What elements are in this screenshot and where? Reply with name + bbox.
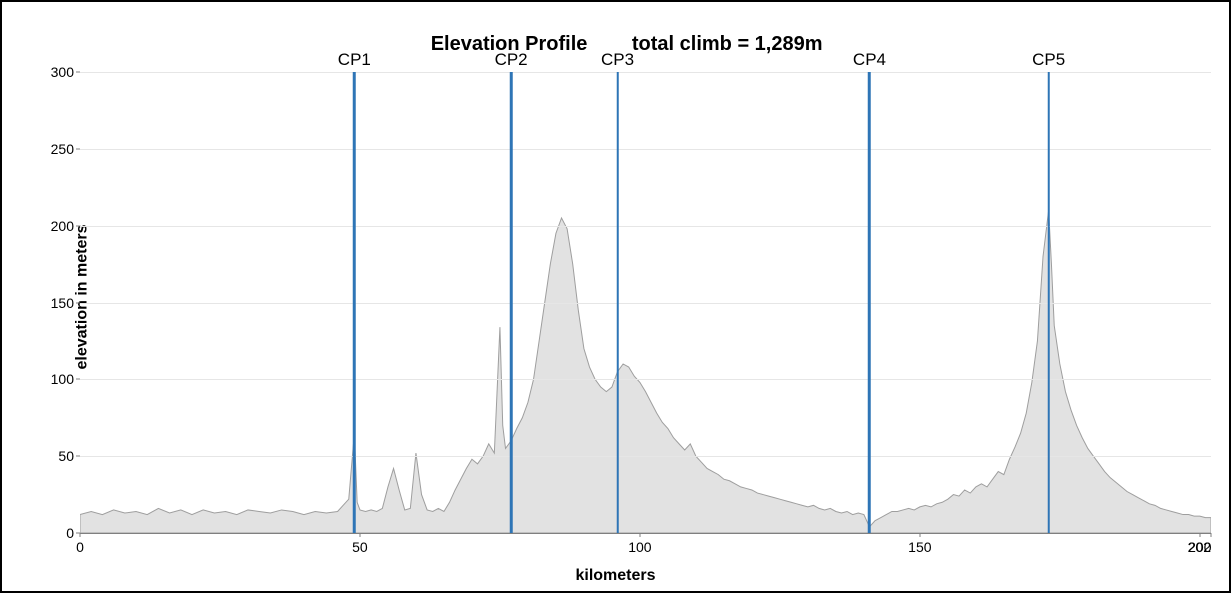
checkpoint-label: CP5 (1032, 50, 1065, 70)
x-axis-line (80, 533, 1211, 534)
x-tick-mark (359, 533, 360, 537)
x-tick-label: 0 (76, 539, 84, 555)
y-tick-label: 150 (51, 295, 74, 311)
chart-title-right: total climb = 1,289m (632, 33, 823, 55)
checkpoint-line (1047, 72, 1050, 533)
grid-line (80, 149, 1211, 150)
checkpoint-label: CP1 (338, 50, 371, 70)
x-tick-label: 50 (352, 539, 368, 555)
y-tick-label: 200 (51, 218, 74, 234)
x-tick-mark (1199, 533, 1200, 537)
y-tick-label: 100 (51, 371, 74, 387)
y-tick-label: 0 (66, 525, 74, 541)
checkpoint-line (616, 72, 619, 533)
x-tick-mark (919, 533, 920, 537)
y-tick-label: 250 (51, 141, 74, 157)
elevation-chart-container: Elevation Profile total climb = 1,289m e… (0, 0, 1231, 593)
x-tick-mark (639, 533, 640, 537)
y-tick-label: 300 (51, 64, 74, 80)
y-tick-mark (76, 456, 80, 457)
checkpoint-label: CP3 (601, 50, 634, 70)
checkpoint-label: CP4 (853, 50, 886, 70)
grid-line (80, 303, 1211, 304)
y-tick-mark (76, 379, 80, 380)
x-tick-mark (1211, 533, 1212, 537)
grid-line (80, 456, 1211, 457)
y-tick-mark (76, 302, 80, 303)
checkpoint-label: CP2 (495, 50, 528, 70)
y-tick-mark (76, 148, 80, 149)
x-tick-label: 100 (628, 539, 651, 555)
x-tick-mark (80, 533, 81, 537)
plot-area: 050100150200250300050100150200202CP1CP2C… (80, 72, 1211, 533)
x-axis-label: kilometers (2, 567, 1229, 585)
grid-line (80, 379, 1211, 380)
x-tick-label: 150 (908, 539, 931, 555)
elevation-area-path (80, 210, 1211, 533)
checkpoint-line (868, 72, 871, 533)
y-tick-mark (76, 225, 80, 226)
grid-line (80, 72, 1211, 73)
x-tick-label: 202 (1188, 539, 1211, 555)
y-tick-label: 50 (58, 448, 74, 464)
y-tick-mark (76, 72, 80, 73)
checkpoint-line (510, 72, 513, 533)
checkpoint-line (353, 72, 356, 533)
grid-line (80, 226, 1211, 227)
